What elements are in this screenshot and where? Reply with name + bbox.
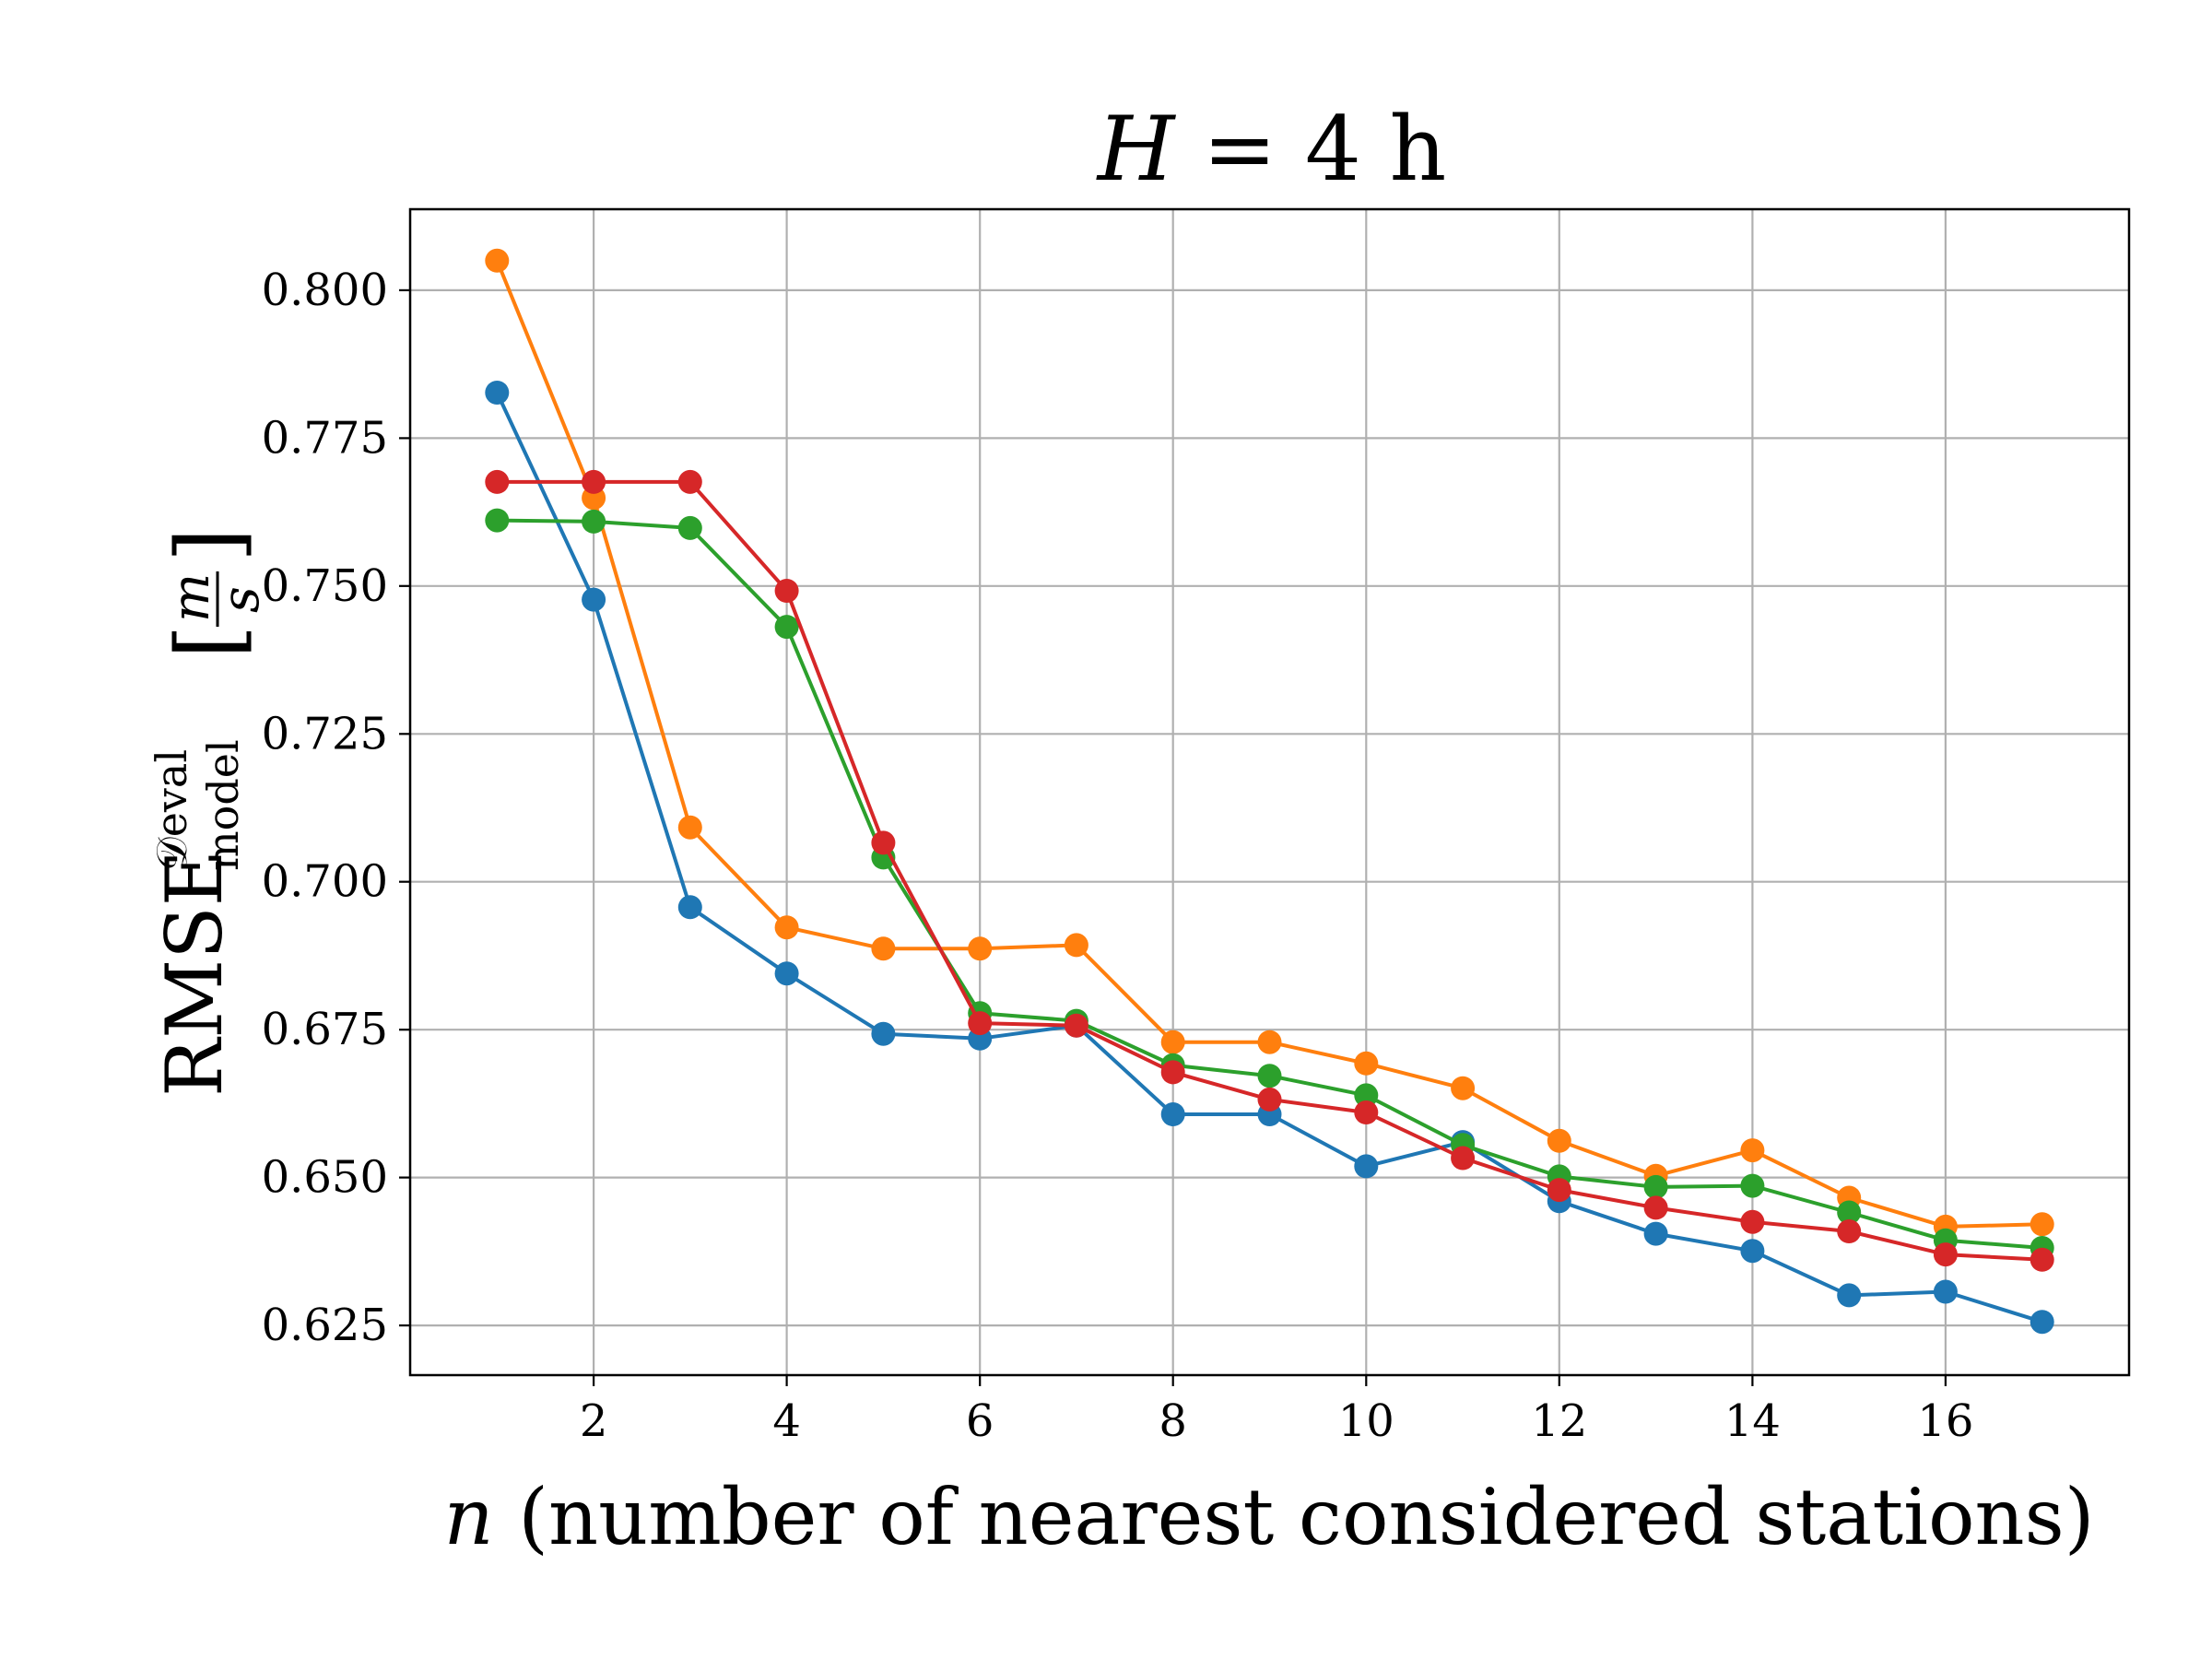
y-tick-label: 0.675: [262, 1004, 388, 1055]
plot-area: 2 4 6 8 10 12 14 16 0.6250.6500.6750.7000.7250.…: [262, 207, 2131, 1447]
data-point: [1643, 1174, 1668, 1199]
data-point: [1064, 933, 1088, 958]
chart-title: H = 4 h: [1096, 98, 1447, 201]
y-axis-title: RMSE 𝒟eval model [ m s ]: [147, 528, 271, 1097]
y-tick-label: 0.650: [262, 1152, 388, 1204]
chart-title-variable: H: [1096, 98, 1177, 201]
data-point: [1451, 1146, 1476, 1171]
y-axis-unit-numerator: m: [161, 573, 221, 622]
series-4: [485, 469, 2054, 1272]
data-point: [677, 469, 702, 494]
data-point: [1160, 1060, 1185, 1085]
data-point: [582, 509, 606, 534]
y-axis-unit-bracket-left: [: [158, 625, 261, 659]
data-point: [485, 469, 510, 494]
y-axis-unit-denominator: s: [211, 586, 271, 613]
chart-title-rest: = 4 h: [1174, 98, 1446, 201]
data-point: [485, 381, 510, 405]
y-axis-title-superscript: 𝒟eval: [147, 749, 196, 871]
data-point: [1064, 1013, 1088, 1038]
y-tick-label: 0.700: [262, 856, 388, 908]
x-tick-label: 4: [772, 1395, 801, 1447]
data-point: [1933, 1279, 1958, 1304]
y-axis-unit-bracket-right: ]: [158, 528, 261, 562]
data-point: [968, 936, 993, 961]
data-point: [1933, 1242, 1958, 1267]
data-point: [1643, 1221, 1668, 1246]
y-tick-label: 0.725: [262, 708, 388, 759]
data-point: [677, 895, 702, 920]
data-point: [1354, 1100, 1379, 1124]
data-point: [1354, 1083, 1379, 1108]
x-axis-title: n (number of nearest considered stations…: [443, 1472, 2094, 1562]
x-axis-title-text: (number of nearest considered stations): [494, 1472, 2095, 1562]
y-tick-label: 0.750: [262, 560, 388, 612]
data-point: [1740, 1138, 1765, 1163]
data-point: [1740, 1173, 1765, 1198]
data-point: [1547, 1178, 1571, 1203]
data-point: [1354, 1051, 1379, 1076]
data-point: [968, 1011, 993, 1036]
data-point: [1837, 1219, 1862, 1243]
data-point: [1837, 1283, 1862, 1308]
data-point: [582, 469, 606, 494]
data-point: [485, 508, 510, 533]
x-axis-ticks: 2 4 6 8 10 12 14 16: [580, 1375, 1973, 1447]
x-tick-label: 6: [966, 1395, 994, 1447]
data-point: [1451, 1076, 1476, 1100]
data-point: [1837, 1200, 1862, 1225]
x-tick-label: 14: [1724, 1395, 1781, 1447]
data-point: [871, 1021, 896, 1046]
data-point: [1160, 1102, 1185, 1126]
data-point: [1160, 1030, 1185, 1054]
y-axis-title-subscript: model: [198, 739, 248, 871]
data-point: [2030, 1247, 2054, 1272]
data-point: [1740, 1209, 1765, 1234]
data-point: [871, 936, 896, 961]
data-point: [1257, 1087, 1282, 1112]
data-point: [774, 961, 799, 986]
grid: [410, 209, 2129, 1375]
data-point: [1547, 1128, 1571, 1153]
data-point: [774, 579, 799, 603]
series-group: [485, 248, 2054, 1335]
x-tick-label: 2: [580, 1395, 608, 1447]
y-tick-label: 0.800: [262, 265, 388, 316]
data-point: [1643, 1195, 1668, 1220]
x-tick-label: 12: [1531, 1395, 1587, 1447]
y-tick-label: 0.625: [262, 1300, 388, 1351]
x-axis-title-variable: n: [443, 1472, 493, 1562]
data-point: [1740, 1239, 1765, 1264]
plot-background: [410, 209, 2129, 1375]
data-point: [774, 615, 799, 640]
data-point: [582, 587, 606, 612]
data-point: [1257, 1064, 1282, 1088]
y-axis-title-main: RMSE: [149, 850, 240, 1097]
data-point: [677, 515, 702, 540]
data-point: [1354, 1154, 1379, 1179]
data-point: [2030, 1310, 2054, 1335]
data-point: [677, 815, 702, 840]
data-point: [774, 915, 799, 940]
x-tick-label: 8: [1159, 1395, 1187, 1447]
data-point: [871, 830, 896, 855]
x-tick-label: 16: [1917, 1395, 1973, 1447]
data-point: [485, 248, 510, 273]
y-axis-ticks: 0.625 0.650 0.675 0.700 0.725 0.750 0.775 0.800: [262, 265, 410, 1351]
plot-frame: [408, 207, 2131, 1377]
x-tick-label: 10: [1338, 1395, 1394, 1447]
data-point: [2030, 1212, 2054, 1237]
y-tick-label: 0.775: [262, 412, 388, 464]
series-2: [485, 248, 2054, 1239]
data-point: [1257, 1030, 1282, 1054]
